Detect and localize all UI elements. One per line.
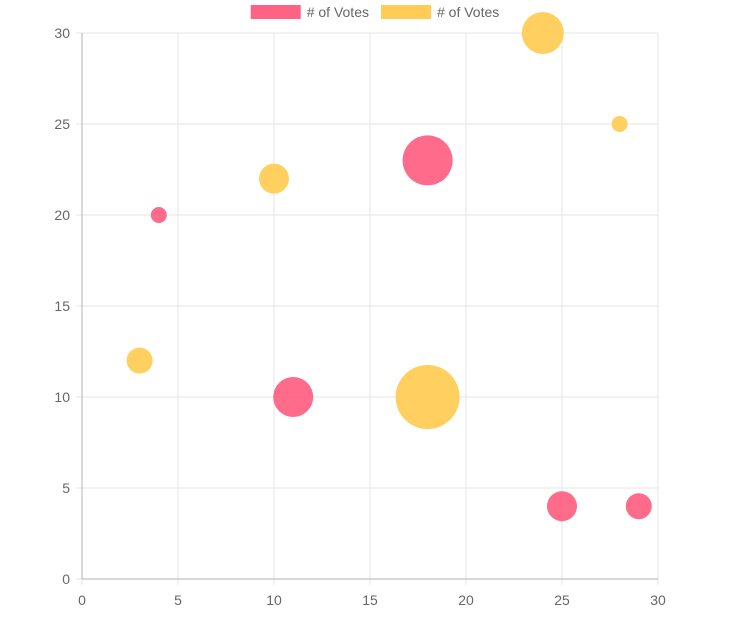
x-tick-label: 20 bbox=[458, 592, 474, 608]
legend-label: # of Votes bbox=[307, 4, 369, 20]
x-tick-label: 10 bbox=[266, 592, 282, 608]
bubble-point bbox=[395, 365, 460, 429]
bubble-point bbox=[273, 377, 314, 417]
tick-labels: 0 5 10 15 20 25 30 0 5 10 15 20 25 30 bbox=[54, 25, 666, 608]
bubble-point bbox=[625, 493, 652, 520]
y-tick-label: 30 bbox=[54, 25, 70, 41]
legend-label: # of Votes bbox=[437, 4, 499, 20]
bubble-point bbox=[126, 347, 153, 374]
bubble-point bbox=[259, 163, 289, 194]
y-tick-label: 5 bbox=[62, 480, 70, 496]
bubble-point bbox=[611, 116, 628, 132]
legend: # of Votes # of Votes bbox=[250, 4, 499, 20]
bubble-point bbox=[521, 12, 564, 54]
axes bbox=[81, 33, 658, 580]
x-tick-label: 25 bbox=[554, 592, 570, 608]
x-tick-label: 5 bbox=[174, 592, 182, 608]
y-tick-label: 20 bbox=[54, 207, 70, 223]
bubble-point bbox=[150, 207, 167, 223]
y-tick-label: 25 bbox=[54, 116, 70, 132]
y-tick-label: 15 bbox=[54, 298, 70, 314]
x-tick-label: 30 bbox=[650, 592, 666, 608]
y-tick-label: 10 bbox=[54, 389, 70, 405]
x-tick-label: 15 bbox=[362, 592, 378, 608]
bubble-point bbox=[547, 491, 577, 522]
legend-swatch bbox=[381, 5, 431, 19]
bubbles bbox=[126, 12, 652, 522]
x-tick-label: 0 bbox=[78, 592, 86, 608]
legend-swatch bbox=[250, 5, 301, 19]
y-tick-label: 0 bbox=[62, 571, 70, 587]
bubble-point bbox=[402, 135, 453, 186]
